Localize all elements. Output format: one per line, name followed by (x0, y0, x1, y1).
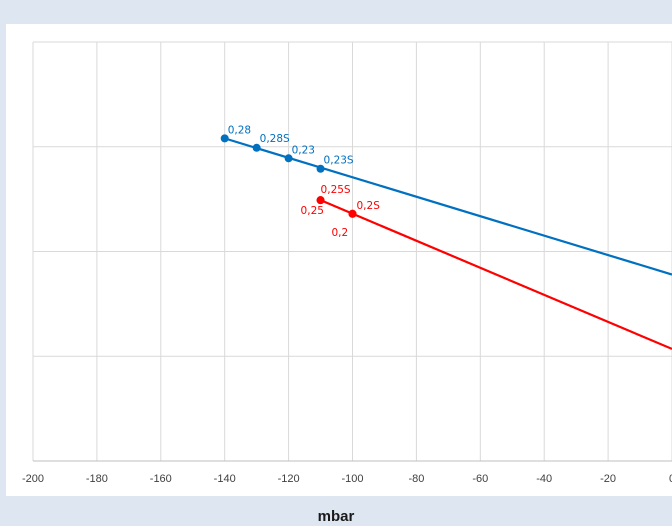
x-tick-label: -80 (408, 473, 424, 485)
data-label: 0,25S (321, 184, 351, 196)
x-tick-label: -140 (214, 473, 236, 485)
data-point (284, 154, 293, 163)
x-tick-label: -100 (341, 473, 363, 485)
data-label: 0,28S (260, 133, 290, 145)
data-point (316, 196, 325, 205)
data-point (316, 164, 325, 173)
x-tick-label: -160 (150, 473, 172, 485)
chart-panel: -200-180-160-140-120-100-80-60-40-2000,2… (6, 24, 672, 496)
data-label: 0,23 (292, 144, 315, 156)
data-point (252, 143, 261, 152)
x-tick-label: -200 (22, 473, 44, 485)
series-line (320, 199, 672, 350)
data-label: 0,28 (228, 124, 251, 136)
data-label: 0,2 (332, 227, 349, 239)
series-line (224, 137, 672, 276)
data-label: 0,25 (301, 205, 324, 217)
x-tick-label: -180 (86, 473, 108, 485)
data-point (220, 134, 229, 143)
data-point (348, 209, 357, 218)
x-tick-label: 0 (669, 473, 672, 485)
x-tick-label: -60 (472, 473, 488, 485)
x-tick-label: -120 (278, 473, 300, 485)
x-tick-label: -40 (536, 473, 552, 485)
x-tick-label: -20 (600, 473, 616, 485)
line-chart: -200-180-160-140-120-100-80-60-40-2000,2… (22, 41, 672, 485)
data-label: 0,2S (357, 200, 381, 212)
data-label: 0,23S (324, 155, 354, 167)
x-axis-title: mbar (317, 508, 355, 525)
